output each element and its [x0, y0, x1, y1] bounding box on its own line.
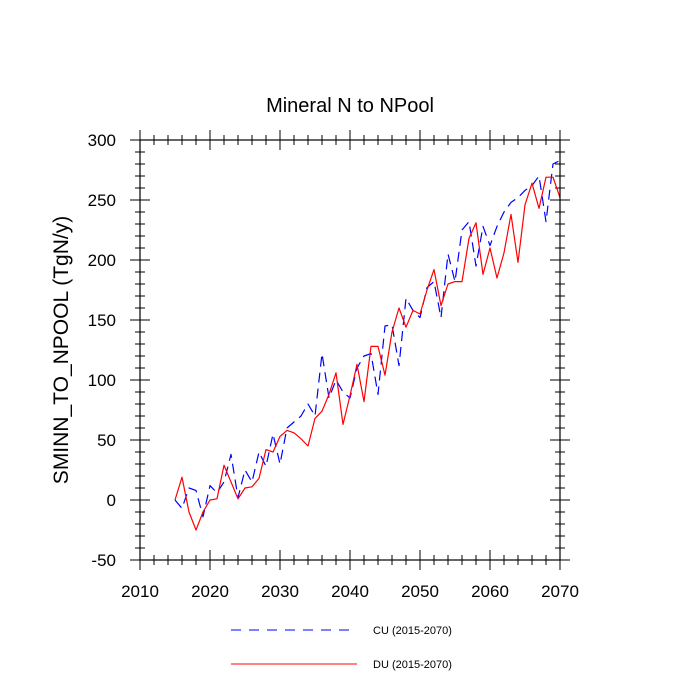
- x-tick-label: 2040: [331, 582, 369, 601]
- x-tick-label: 2050: [401, 582, 439, 601]
- legend: CU (2015-2070) DU (2015-2070): [231, 625, 452, 671]
- x-tick-label: 2030: [261, 582, 299, 601]
- x-tick-label: 2070: [541, 582, 579, 601]
- tick-marks: [130, 130, 570, 570]
- y-axis-label: SMINN_TO_NPOOL (TgN/y): [50, 216, 73, 484]
- series-line-1: [174, 159, 561, 518]
- series-line-2: [174, 176, 561, 531]
- plot-frame: [139, 139, 561, 561]
- y-tick-label: 300: [88, 131, 116, 150]
- x-tick-label: 2020: [191, 582, 229, 601]
- y-tick-label: 0: [107, 491, 116, 510]
- chart-title: Mineral N to NPool: [266, 95, 434, 117]
- x-tick-label: 2010: [121, 582, 159, 601]
- legend-label-2: DU (2015-2070): [373, 659, 452, 671]
- y-tick-label: 150: [88, 311, 116, 330]
- y-tick-label: 200: [88, 251, 116, 270]
- tick-labels: 2010 2020 2030 2040 2050 2060 2070 -50 0 50 100 150…: [88, 131, 579, 601]
- y-tick-label: 50: [97, 431, 116, 450]
- series-lines: [174, 159, 561, 531]
- y-tick-label: -50: [91, 551, 116, 570]
- x-tick-label: 2060: [471, 582, 509, 601]
- y-tick-label: 250: [88, 191, 116, 210]
- y-tick-label: 100: [88, 371, 116, 390]
- legend-label-1: CU (2015-2070): [373, 625, 452, 637]
